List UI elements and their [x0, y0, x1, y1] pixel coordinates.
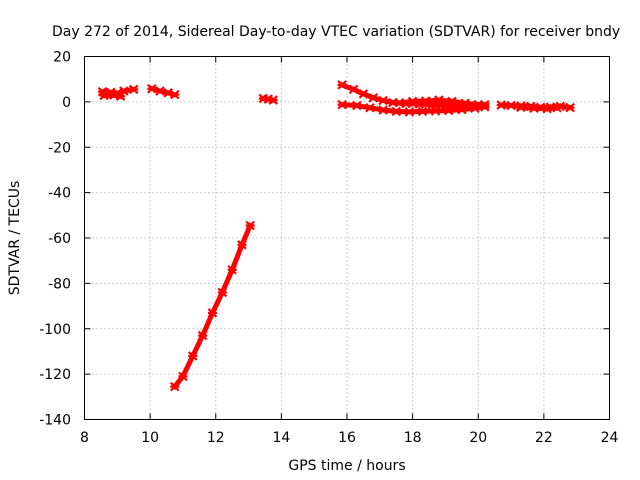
data-segment — [518, 104, 560, 112]
y-tick-label: 0 — [62, 95, 71, 111]
data-point — [430, 106, 441, 116]
x-tick-label: 16 — [338, 430, 356, 446]
data-point — [169, 381, 180, 392]
data-point — [155, 86, 165, 96]
data-point — [404, 107, 415, 117]
y-tick-label: -100 — [39, 322, 71, 338]
data-point — [447, 96, 457, 107]
y-tick-label: -80 — [48, 276, 71, 292]
data-point — [146, 83, 157, 94]
data-point — [506, 100, 516, 111]
data-points — [97, 80, 575, 392]
data-point — [128, 84, 139, 95]
data-point — [529, 103, 539, 114]
data-point — [496, 100, 506, 110]
y-tick-label: -140 — [39, 413, 71, 429]
data-point — [378, 95, 388, 106]
axis-ticks — [84, 56, 610, 420]
data-point — [337, 80, 347, 90]
y-tick-label: -120 — [39, 367, 71, 383]
data-point — [420, 96, 431, 106]
data-point — [443, 105, 454, 116]
data-point — [391, 106, 401, 117]
data-point — [417, 106, 428, 117]
data-point — [460, 98, 470, 109]
data-point — [457, 104, 467, 115]
data-point — [378, 105, 388, 115]
data-point — [516, 102, 526, 113]
data-point — [245, 220, 255, 231]
y-tick-label: -60 — [48, 231, 71, 247]
x-tick-label: 18 — [404, 430, 422, 446]
data-point — [169, 89, 180, 100]
data-point — [99, 90, 109, 101]
data-point — [394, 98, 405, 108]
data-point — [217, 287, 228, 298]
x-tick-label: 22 — [535, 430, 553, 446]
x-tick-label: 8 — [80, 430, 89, 446]
data-point — [119, 86, 129, 96]
data-point — [542, 103, 552, 114]
chart-title: Day 272 of 2014, Sidereal Day-to-day VTE… — [52, 24, 620, 40]
data-point — [197, 330, 208, 341]
y-tick-label: 20 — [53, 50, 71, 66]
data-point — [434, 95, 444, 105]
data-segment — [171, 222, 254, 391]
y-tick-labels: 20 0 -20 -40 -60 -80 -100 -120 -140 — [39, 50, 71, 429]
data-point — [348, 84, 359, 95]
x-tick-label: 24 — [601, 430, 619, 446]
x-tick-label: 10 — [141, 430, 159, 446]
x-tick-labels: 8 10 12 14 16 18 20 22 24 — [80, 430, 618, 446]
data-point — [337, 99, 347, 110]
data-point — [115, 91, 126, 101]
x-tick-label: 12 — [207, 430, 225, 446]
data-point — [352, 100, 362, 111]
data-point — [368, 93, 379, 103]
data-point — [188, 351, 198, 361]
data-point — [552, 102, 562, 113]
y-tick-label: -20 — [48, 140, 71, 156]
data-point — [473, 99, 484, 110]
x-axis-label: GPS time / hours — [288, 458, 405, 474]
y-axis-label: SDTVAR / TECUs — [7, 181, 23, 296]
data-point — [358, 89, 369, 99]
grid-lines — [84, 56, 610, 420]
data-point — [227, 264, 237, 275]
data-point — [565, 102, 575, 113]
data-point — [178, 371, 188, 382]
data-point — [237, 240, 247, 250]
x-tick-label: 14 — [272, 430, 290, 446]
data-point — [268, 95, 278, 105]
data-point — [407, 96, 418, 107]
y-tick-label: -40 — [48, 186, 71, 202]
data-point — [207, 308, 218, 318]
data-point — [365, 102, 375, 113]
x-tick-label: 20 — [469, 430, 487, 446]
